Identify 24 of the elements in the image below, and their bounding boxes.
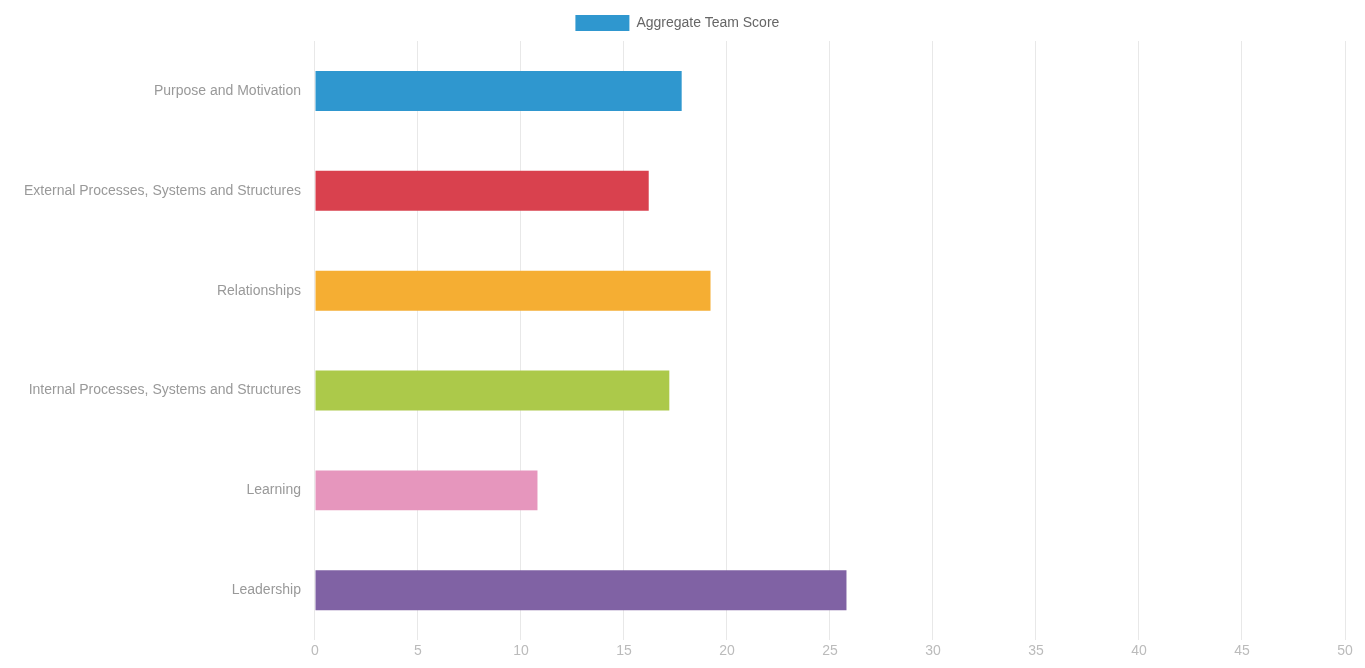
x-tick-label: 30 [925,642,941,659]
bar [315,70,682,111]
x-tick-label: 45 [1234,642,1250,659]
x-tick-label: 25 [822,642,838,659]
bar [315,170,649,211]
legend-label: Aggregate Team Score [636,13,780,30]
x-tick-label: 40 [1131,642,1147,659]
bar [315,570,847,611]
y-tick-label: Purpose and Motivation [153,81,301,98]
x-tick-label: 35 [1028,642,1044,659]
bar [315,470,538,511]
x-tick-label: 50 [1337,642,1353,659]
y-tick-label: External Processes, Systems and Structures [24,181,301,198]
y-tick-label: Leadership [231,581,302,598]
y-tick-label: Learning [246,481,301,498]
x-tick-label: 0 [311,642,320,659]
x-tick-label: 15 [616,642,632,659]
y-tick-label: Relationships [216,281,301,298]
x-tick-label: 20 [719,642,735,659]
x-tick-label: 10 [513,642,529,659]
bar [315,370,670,411]
y-tick-label: Internal Processes, Systems and Structures [28,381,301,398]
bar [315,270,711,311]
x-tick-label: 5 [414,642,423,659]
